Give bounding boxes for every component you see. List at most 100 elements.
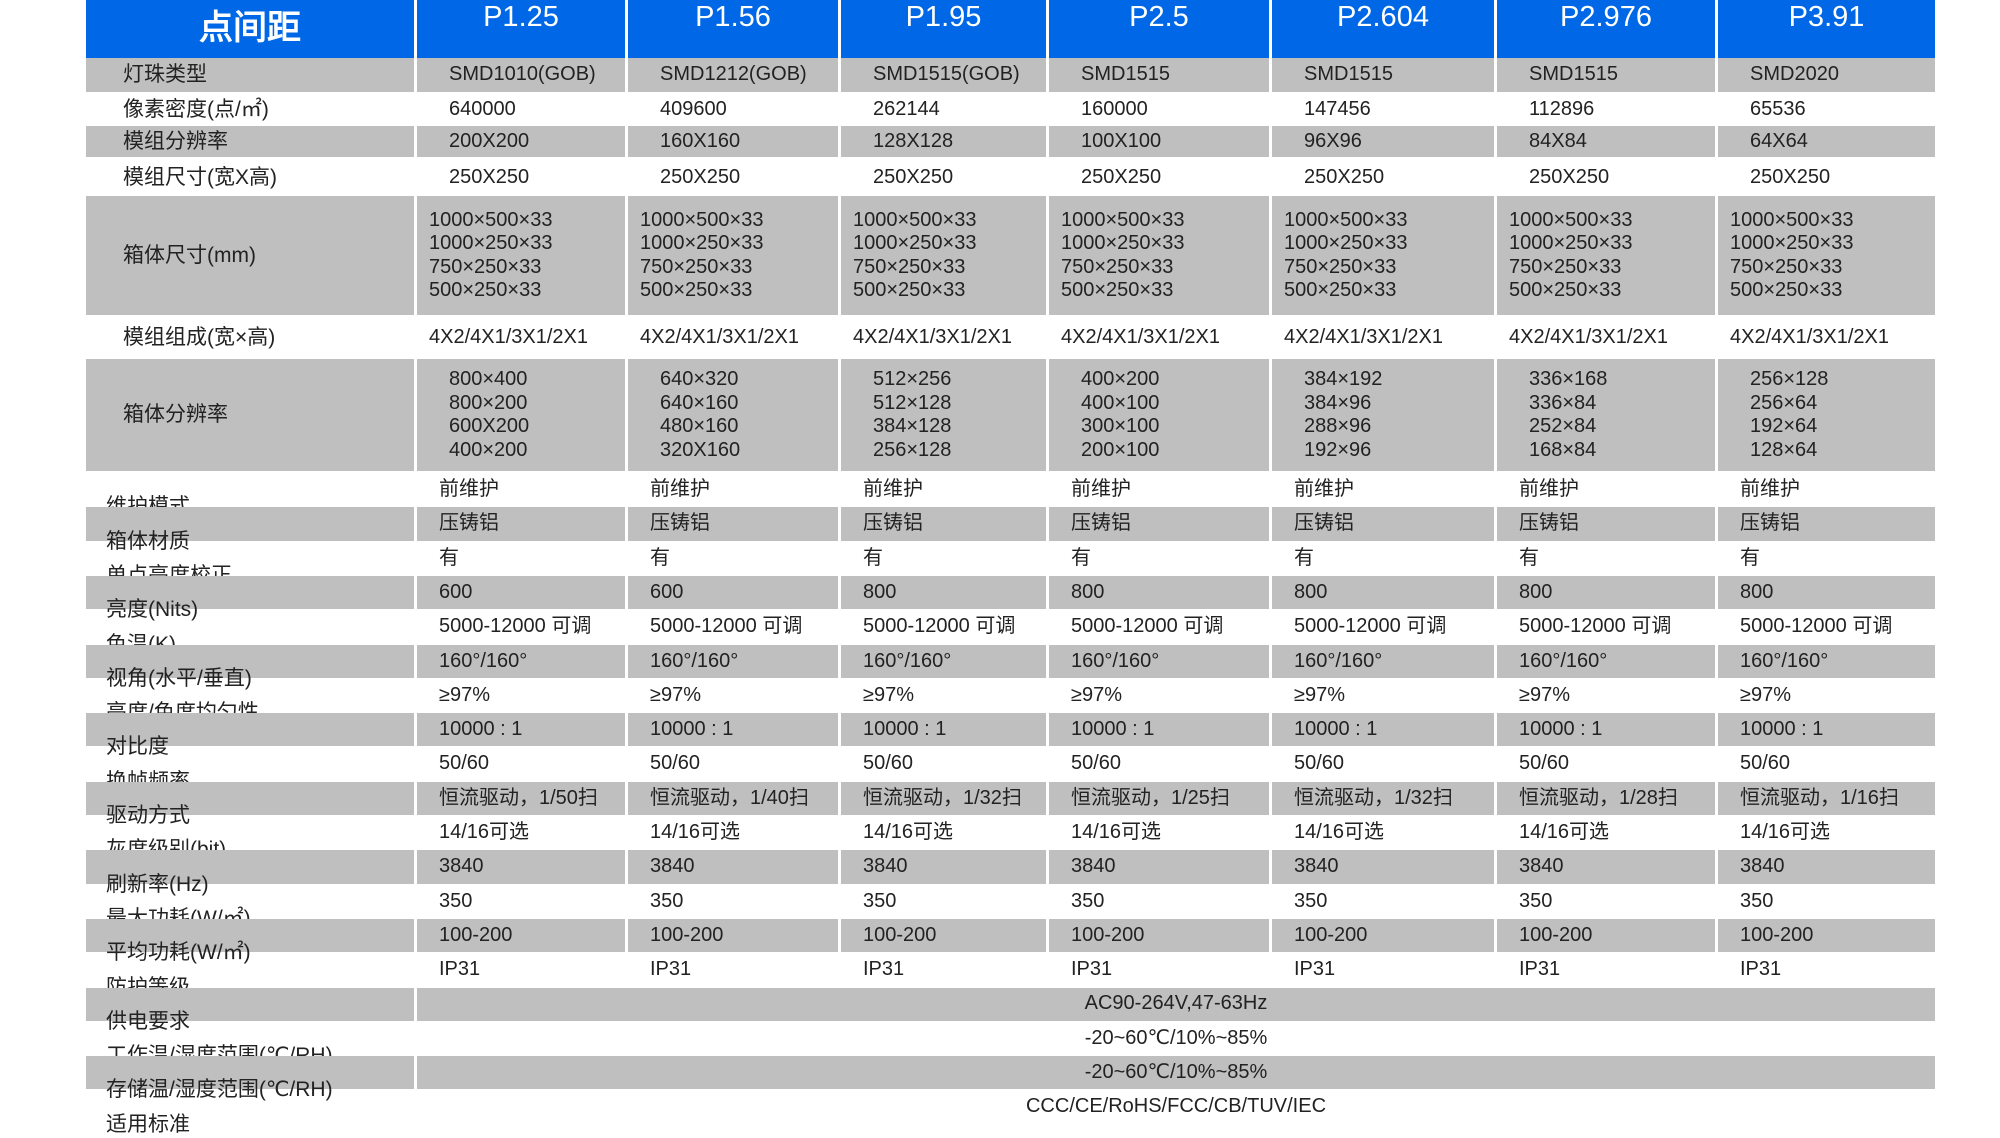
table-cell: 350 (1272, 885, 1494, 918)
table-cell: 压铸铝 (417, 507, 625, 541)
table-cell-text: 4X2/4X1/3X1/2X1 (429, 326, 589, 349)
table-cell-text: 5000-12000 可调 (650, 615, 803, 638)
table-cell-text: 压铸铝 (1294, 512, 1354, 535)
table-cell-text: 压铸铝 (650, 512, 710, 535)
table-cell: 1000×500×33 1000×250×33 750×250×33 500×2… (417, 196, 625, 315)
table-cell-text: 压铸铝 (863, 512, 923, 535)
table-cell: 512×256 512×128 384×128 256×128 (841, 359, 1046, 471)
table-cell-text: 350 (1740, 889, 1774, 912)
table-cell: 160000 (1049, 94, 1269, 126)
table-cell: IP31 (841, 953, 1046, 986)
table-cell-text: 128X128 (873, 129, 954, 152)
column-header: P1.56 (628, 0, 838, 58)
row-label: 供电要求 (106, 1009, 190, 1033)
table-cell-text: 147456 (1304, 98, 1371, 121)
table-cell: 压铸铝 (1272, 507, 1494, 541)
table-cell: 压铸铝 (628, 507, 838, 541)
column-header-text: P1.95 (905, 1, 982, 33)
table-cell-text: 100-200 (650, 923, 724, 946)
row-label: 模组分辨率 (86, 126, 414, 157)
table-cell: ≥97% (1718, 679, 1935, 712)
table-cell-text: 4X2/4X1/3X1/2X1 (1509, 326, 1669, 349)
table-cell: 160°/160° (1718, 644, 1935, 678)
table-cell: 有 (1049, 542, 1269, 575)
table-cell-text: IP31 (439, 958, 481, 981)
table-cell: ≥97% (628, 679, 838, 712)
table-cell: 恒流驱动，1/40扫 (628, 781, 838, 815)
table-cell-text: 1000×500×33 1000×250×33 750×250×33 500×2… (1061, 208, 1185, 302)
column-header-text: P1.25 (483, 1, 559, 33)
table-cell: 350 (841, 885, 1046, 918)
table-cell-text: 640×320 640×160 480×160 320X160 (660, 368, 741, 461)
table-cell: 10000 : 1 (417, 713, 625, 747)
table-cell: 50/60 (628, 747, 838, 780)
table-cell-text: IP31 (1740, 958, 1782, 981)
table-cell: 恒流驱动，1/25扫 (1049, 781, 1269, 815)
table-cell: ≥97% (417, 679, 625, 712)
table-cell-text: 3840 (863, 855, 908, 878)
table-cell-text: 10000 : 1 (863, 718, 947, 741)
table-cell-text: 恒流驱动，1/25扫 (1071, 786, 1230, 809)
row-band (86, 713, 414, 747)
table-cell-text: 5000-12000 可调 (1294, 615, 1447, 638)
table-cell-text: 100X100 (1081, 129, 1162, 152)
table-cell: 1000×500×33 1000×250×33 750×250×33 500×2… (1049, 196, 1269, 315)
table-cell-text: 160°/160° (863, 649, 952, 672)
table-cell: 有 (628, 542, 838, 575)
row-band (86, 918, 414, 953)
table-cell-text: 有 (1294, 546, 1314, 569)
table-cell: 4X2/4X1/3X1/2X1 (1718, 317, 1935, 359)
table-cell: 100-200 (628, 918, 838, 953)
table-cell-text: SMD1212(GOB) (660, 63, 807, 86)
table-cell: 250X250 (1718, 159, 1935, 196)
table-cell: 3840 (1272, 850, 1494, 884)
table-cell: 压铸铝 (1049, 507, 1269, 541)
row-label: 模组尺寸(宽X高) (86, 159, 414, 196)
table-cell: ≥97% (841, 679, 1046, 712)
table-cell: ≥97% (1049, 679, 1269, 712)
table-cell: 10000 : 1 (1272, 713, 1494, 747)
table-cell-text: 14/16可选 (1071, 821, 1162, 843)
table-cell: 50/60 (1718, 747, 1935, 780)
table-cell-text: 350 (439, 889, 473, 912)
table-cell: SMD1010(GOB) (417, 58, 625, 92)
table-cell-text: 96X96 (1304, 129, 1362, 152)
table-cell: 有 (1718, 542, 1935, 575)
row-label: 平均功耗(W/㎡) (106, 941, 251, 965)
table-cell: 250X250 (417, 159, 625, 196)
table-cell-text: 50/60 (439, 752, 490, 775)
table-cell-text: 1000×500×33 1000×250×33 750×250×33 500×2… (1509, 208, 1633, 302)
table-cell: 3840 (628, 850, 838, 884)
table-cell: 800×400 800×200 600X200 400×200 (417, 359, 625, 471)
table-cell-text: 1000×500×33 1000×250×33 750×250×33 500×2… (1284, 208, 1408, 302)
table-cell: 84X84 (1497, 126, 1715, 157)
table-cell-text: SMD1515 (1304, 63, 1393, 86)
table-cell-text: 4X2/4X1/3X1/2X1 (640, 326, 800, 349)
table-cell: 800 (841, 575, 1046, 610)
table-cell-text: 250X250 (1304, 165, 1385, 188)
table-cell: 250X250 (1497, 159, 1715, 196)
table-cell: 600 (417, 575, 625, 610)
table-cell: 100-200 (1718, 918, 1935, 953)
table-cell: 50/60 (1049, 747, 1269, 780)
table-cell-text: 恒流驱动，1/40扫 (650, 786, 809, 809)
table-cell: 160°/160° (841, 644, 1046, 678)
table-cell: ≥97% (1272, 679, 1494, 712)
table-cell: 600 (628, 575, 838, 610)
table-cell: 100-200 (417, 918, 625, 953)
table-cell-text: 5000-12000 可调 (863, 615, 1016, 638)
table-cell-text: 3840 (439, 855, 484, 878)
table-cell: 256×128 256×64 192×64 128×64 (1718, 359, 1935, 471)
table-cell-text: 200X200 (449, 129, 530, 152)
table-cell: 4X2/4X1/3X1/2X1 (1049, 317, 1269, 359)
row-band (86, 850, 414, 884)
table-cell: 3840 (1497, 850, 1715, 884)
table-cell-text: 10000 : 1 (1071, 718, 1155, 741)
table-cell: 5000-12000 可调 (841, 610, 1046, 643)
table-cell-text: 前维护 (1740, 478, 1800, 500)
table-cell: 250X250 (841, 159, 1046, 196)
table-cell-text: 350 (1519, 889, 1553, 912)
row-band (86, 781, 414, 815)
row-label-text: 箱体尺寸(mm) (123, 243, 256, 267)
table-cell-text: 14/16可选 (1294, 821, 1385, 843)
